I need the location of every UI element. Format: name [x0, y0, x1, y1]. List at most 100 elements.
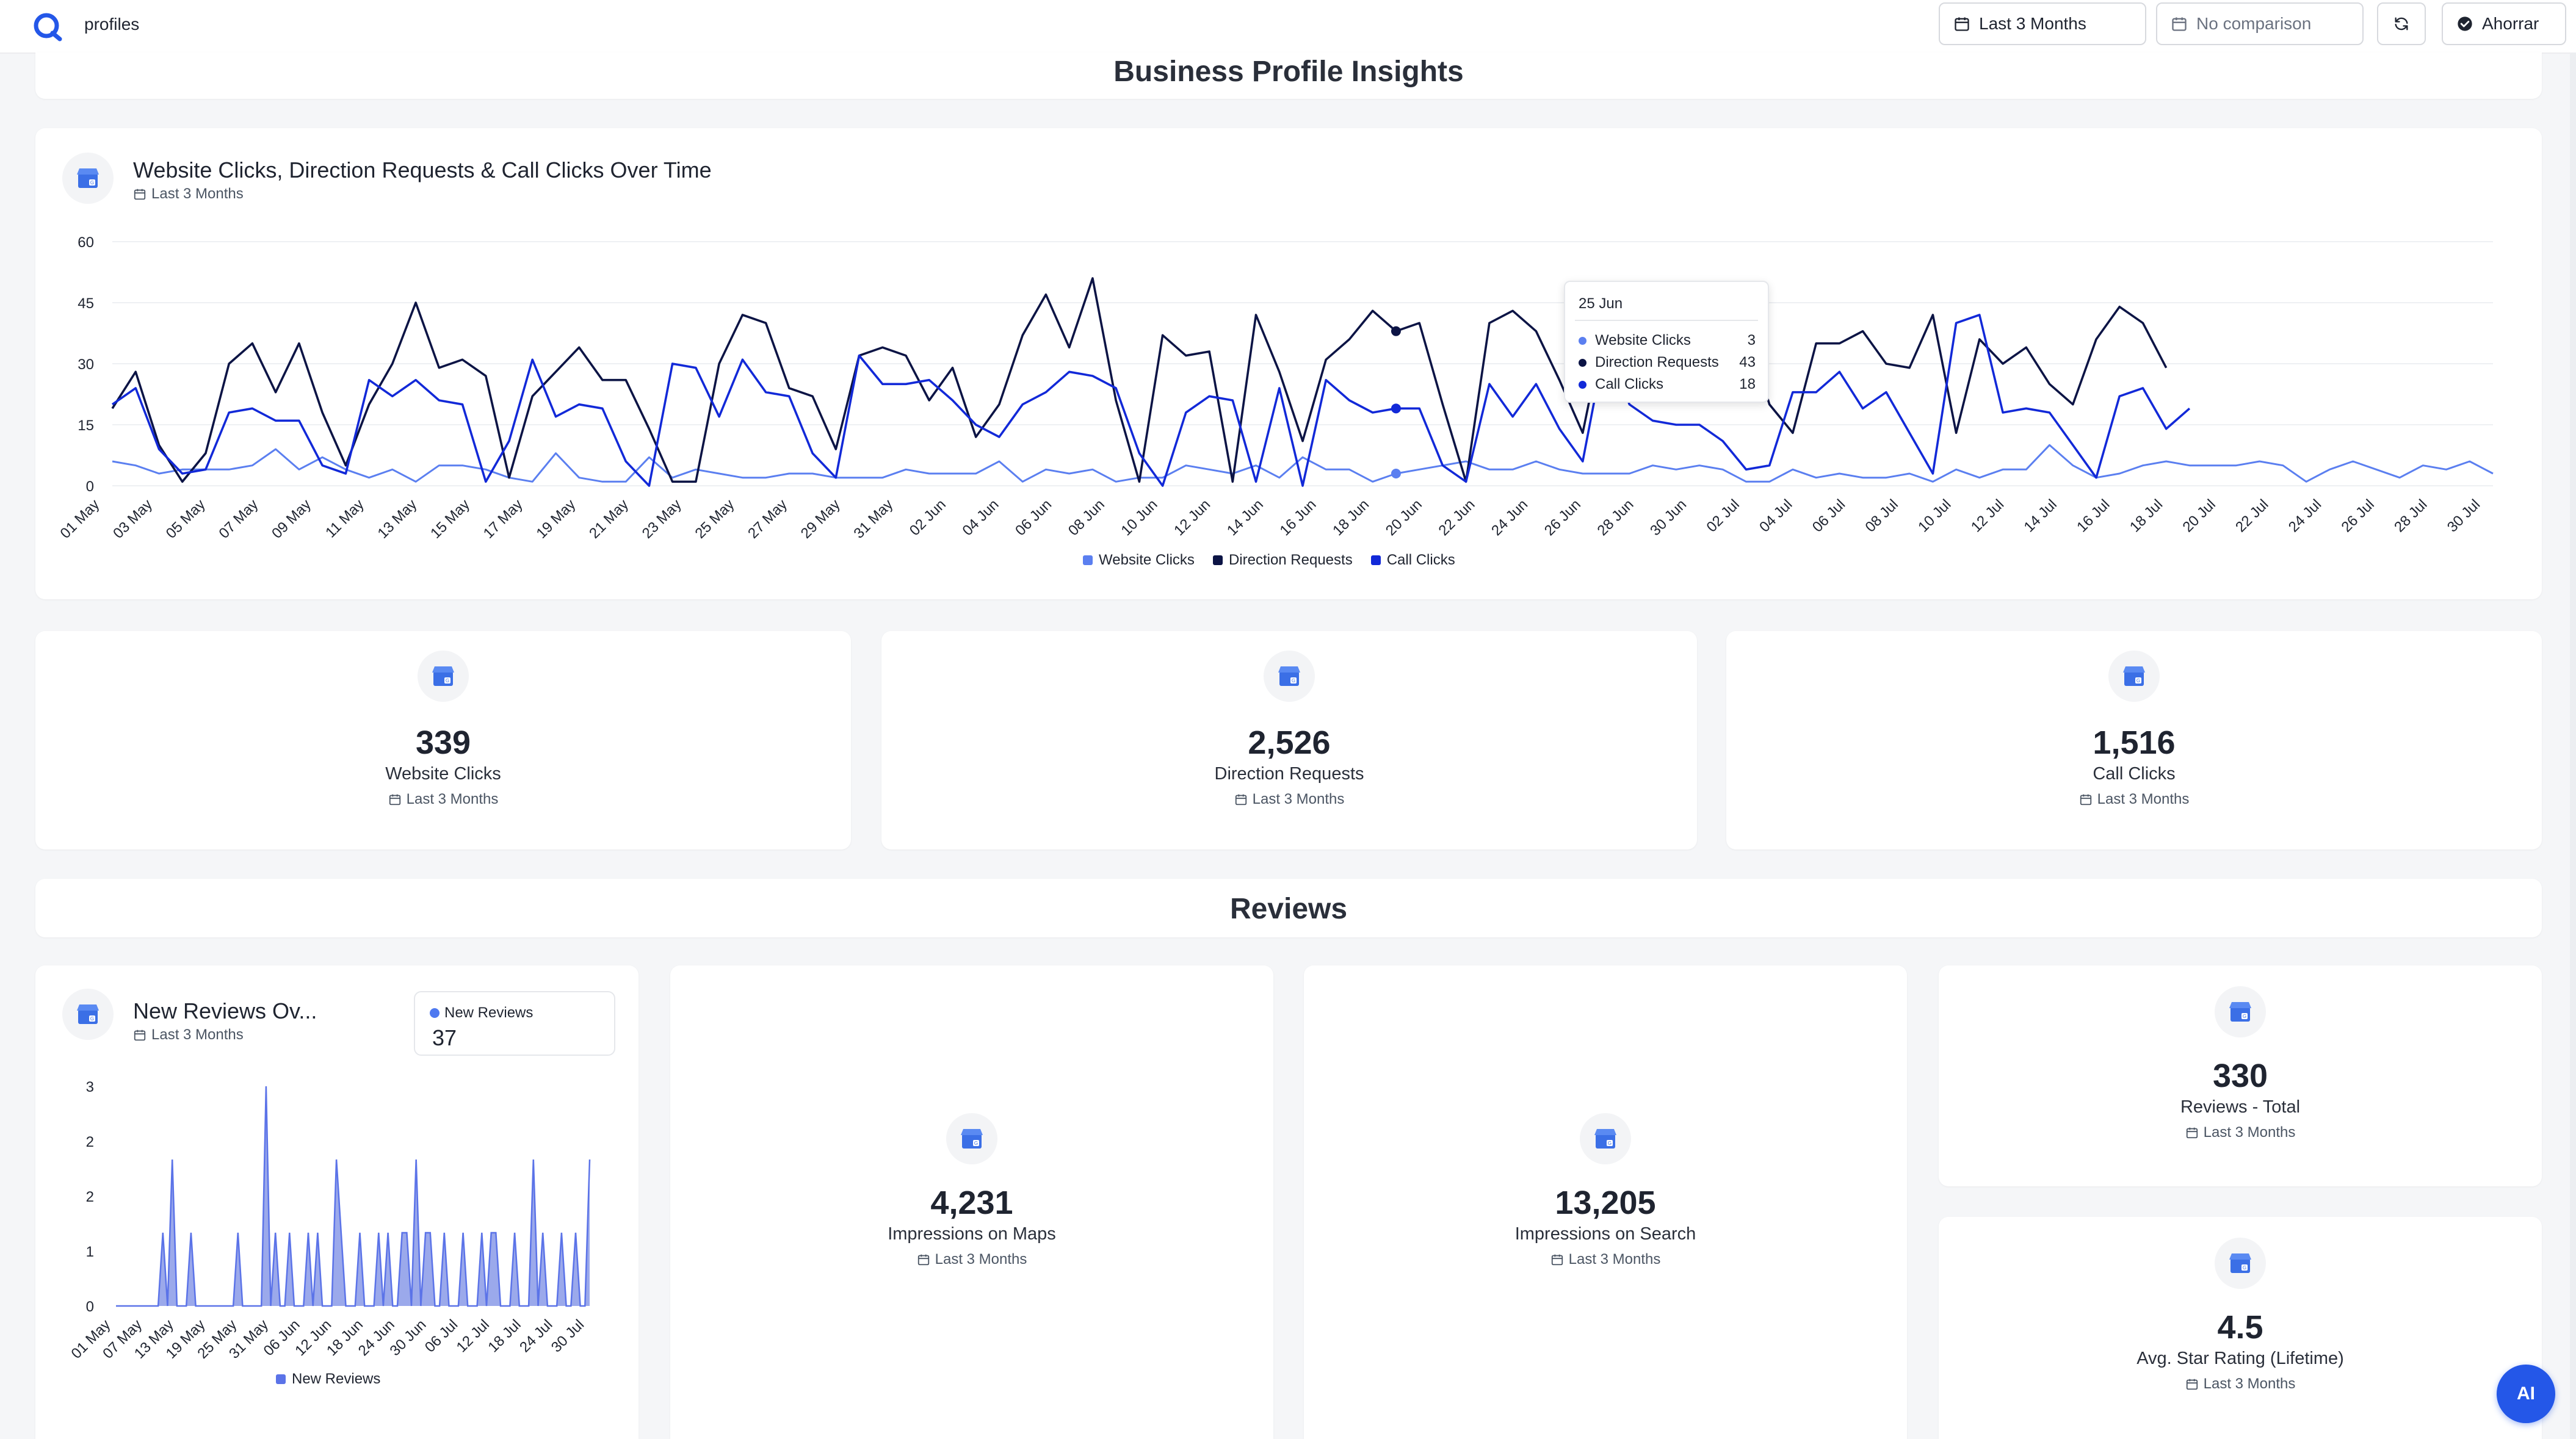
tooltip-row-website: Website Clicks 3 [1579, 332, 1756, 349]
x-tick-label: 13 May [374, 496, 420, 542]
x-tick-label: 16 Jul [2074, 496, 2113, 535]
kpi-subtitle-text: Last 3 Months [406, 791, 499, 807]
calendar-icon [1955, 17, 1969, 31]
kpi-card-impressions-search: G 13,205 Impressions on Search Last 3 Mo… [1304, 965, 1907, 1439]
google-business-icon: G [946, 1113, 997, 1164]
x-tick-label: 04 Jun [960, 496, 1002, 539]
kpi-card-call-clicks: G 1,516 Call Clicks Last 3 Months [1726, 631, 2542, 849]
calendar-icon [917, 1254, 929, 1266]
kpi-value: 2,526 [1248, 724, 1331, 761]
kpi-card-direction-requests: G 2,526 Direction Requests Last 3 Months [881, 631, 1697, 849]
kpi-subtitle-text: Last 3 Months [2203, 1376, 2296, 1392]
x-tick-label: 18 Jun [1330, 496, 1372, 539]
x-tick-label: 20 Jun [1383, 496, 1425, 539]
legend-new-reviews[interactable]: New Reviews [276, 1371, 380, 1388]
kpi-card-reviews-total: G 330 Reviews - Total Last 3 Months [1939, 965, 2542, 1186]
kpi-subtitle: Last 3 Months [881, 791, 1697, 808]
calendar-icon [134, 1030, 146, 1041]
top-bar: profiles Last 3 Months No comparison Aho… [0, 0, 2576, 54]
calendar-icon [2172, 17, 2187, 31]
x-tick-label: 18 Jul [2127, 496, 2166, 535]
y-tick-label: 3 [86, 1079, 94, 1095]
legend-direction-requests[interactable]: Direction Requests [1212, 552, 1353, 569]
x-tick-label: 15 May [427, 496, 473, 542]
save-button[interactable]: Ahorrar [2442, 2, 2566, 45]
y-tick-label: 2 [86, 1134, 94, 1150]
tooltip-label: Website Clicks [1595, 332, 1691, 348]
tooltip-label: Call Clicks [1595, 376, 1664, 392]
kpi-label: Direction Requests [1214, 764, 1364, 784]
x-tick-label: 06 Jul [1809, 496, 1848, 535]
calendar-icon [134, 189, 146, 200]
calendar-icon [1551, 1254, 1563, 1266]
reviews-section-title: Reviews [1229, 893, 1348, 925]
kpi-value: 1,516 [2093, 724, 2176, 761]
legend-swatch [1212, 555, 1223, 565]
legend-label: Website Clicks [1099, 552, 1195, 568]
x-tick-label: 30 Jul [548, 1316, 587, 1355]
clicks-chart-subtitle-text: Last 3 Months [151, 186, 244, 202]
hover-point [1391, 469, 1401, 478]
x-tick-label: 24 Jul [2285, 496, 2325, 535]
kpi-label: Impressions on Maps [888, 1224, 1056, 1244]
x-tick-label: 08 Jul [1862, 496, 1901, 535]
x-tick-label: 22 Jun [1436, 496, 1478, 539]
refresh-button[interactable] [2377, 2, 2426, 45]
x-tick-label: 19 May [533, 496, 579, 542]
kpi-subtitle: Last 3 Months [1726, 791, 2542, 808]
tooltip-row-call: Call Clicks 18 [1579, 376, 1756, 393]
google-business-icon: G [1264, 651, 1315, 702]
clicks-chart-legend: Website Clicks Direction Requests Call C… [1083, 552, 1455, 569]
ai-assistant-button[interactable]: AI [2497, 1365, 2555, 1423]
legend-label: New Reviews [292, 1371, 381, 1387]
kpi-subtitle-text: Last 3 Months [2203, 1124, 2296, 1141]
kpi-label: Reviews - Total [2180, 1097, 2301, 1117]
scrollbar[interactable] [2570, 52, 2576, 1439]
legend-label: Direction Requests [1228, 552, 1353, 568]
date-range-button[interactable]: Last 3 Months [1939, 2, 2146, 45]
save-label: Ahorrar [2482, 14, 2539, 33]
google-business-icon: G [1580, 1113, 1631, 1164]
summary-label-text: New Reviews [444, 1004, 534, 1021]
insights-section-title: Business Profile Insights [1113, 56, 1464, 88]
new-reviews-summary-label: New Reviews [430, 1004, 533, 1022]
svg-text:G: G [2136, 678, 2140, 683]
reviews-chart-subtitle: Last 3 Months [133, 1026, 244, 1044]
kpi-label: Website Clicks [385, 764, 501, 784]
google-business-icon: G [2215, 1238, 2266, 1289]
tooltip-dot [1579, 380, 1586, 389]
comparison-button[interactable]: No comparison [2156, 2, 2364, 45]
calendar-icon [2186, 1127, 2198, 1139]
new-reviews-summary: New Reviews 37 [414, 991, 615, 1056]
kpi-value: 4,231 [930, 1185, 1013, 1221]
x-tick-label: 14 Jul [2021, 496, 2060, 535]
x-tick-label: 12 Jul [1968, 496, 2007, 535]
legend-website-clicks[interactable]: Website Clicks [1083, 552, 1195, 569]
calendar-icon [2186, 1379, 2198, 1390]
svg-text:G: G [1608, 1141, 1612, 1146]
google-business-icon: G [2215, 986, 2266, 1037]
legend-label: Call Clicks [1386, 552, 1455, 568]
x-tick-label: 30 Jun [1647, 496, 1690, 539]
y-tick-label: 1 [86, 1244, 94, 1260]
y-tick-label: 60 [78, 234, 94, 251]
date-range-label: Last 3 Months [1979, 14, 2086, 33]
tooltip-date: 25 Jun [1579, 295, 1623, 312]
kpi-label: Impressions on Search [1514, 1224, 1696, 1244]
x-tick-label: 11 May [322, 496, 367, 541]
hover-point [1391, 326, 1401, 336]
tooltip-dot [1579, 358, 1586, 367]
x-tick-label: 14 Jun [1224, 496, 1267, 539]
x-tick-label: 07 May [215, 496, 261, 542]
x-tick-label: 20 Jul [2180, 496, 2219, 535]
comparison-label: No comparison [2196, 14, 2312, 33]
y-tick-label: 30 [78, 356, 94, 373]
reviews-chart-title: New Reviews Ov... [133, 998, 317, 1023]
x-tick-label: 10 Jul [1915, 496, 1954, 535]
svg-text:G: G [1292, 678, 1295, 683]
x-tick-label: 26 Jul [2339, 496, 2378, 535]
y-tick-label: 45 [78, 295, 94, 312]
legend-call-clicks[interactable]: Call Clicks [1370, 552, 1455, 569]
